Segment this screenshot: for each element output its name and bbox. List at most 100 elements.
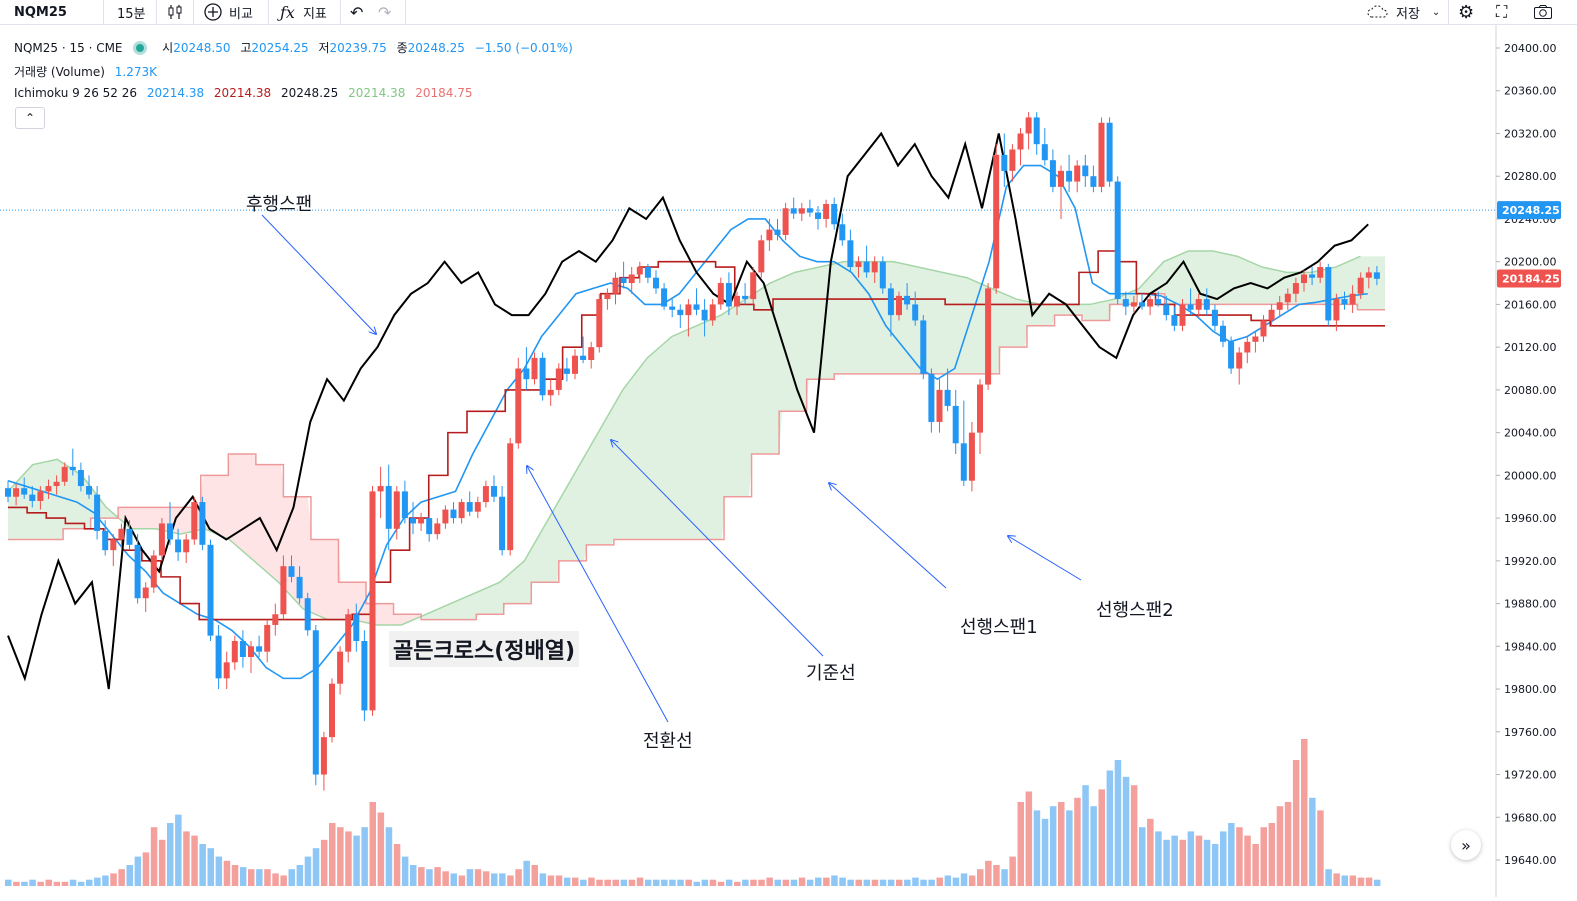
annotation-leading-span2: 선행스팬2: [1096, 600, 1174, 621]
price-tick-label: 20120.00: [1504, 341, 1557, 354]
candle-body: [742, 295, 749, 300]
redo-button[interactable]: ↷: [378, 0, 391, 24]
cloud-segment: [806, 269, 809, 412]
cloud-segment: [17, 478, 20, 540]
cloud-segment: [941, 272, 944, 374]
leading-span-tag-label: 20184.25: [1502, 273, 1560, 286]
cloud-segment: [53, 459, 56, 540]
legend-change: −1.50 (−0.01%): [474, 41, 573, 55]
save-button[interactable]: 저장 ⌄: [1366, 0, 1440, 24]
cloud-segment: [1178, 254, 1181, 305]
volume-bar: [871, 879, 879, 886]
interval-button[interactable]: 15분: [117, 0, 146, 24]
cloud-segment: [305, 496, 308, 612]
compare-button[interactable]: 비교: [203, 0, 253, 24]
cloud-segment: [683, 330, 686, 540]
volume-bar: [474, 869, 482, 886]
volume-bar: [604, 879, 611, 886]
volume-value: 1.273K: [114, 65, 157, 79]
cloud-segment: [209, 475, 212, 532]
cloud-segment: [614, 399, 617, 540]
legend-collapse-button[interactable]: ⌃: [15, 107, 45, 129]
indicators-button[interactable]: ƒx 지표: [280, 0, 327, 24]
cloud-segment: [953, 274, 956, 374]
cloud-segment: [1244, 259, 1247, 305]
cloud-segment: [1211, 251, 1214, 305]
candle-body: [653, 277, 659, 289]
cloud-segment: [455, 600, 458, 620]
cloud-segment: [1169, 258, 1172, 305]
cloud-segment: [1235, 255, 1238, 305]
chart-pane[interactable]: 20400.00 20360.00 20320.00 20280.00 20240.00…: [0, 25, 1577, 897]
candle-body: [1341, 299, 1348, 305]
candle-body: [393, 491, 400, 529]
cloud-segment: [830, 264, 833, 380]
symbol-search-button[interactable]: NQM25: [14, 0, 67, 24]
cloud-segment: [1094, 302, 1097, 321]
volume-bar: [13, 881, 20, 886]
cloud-segment: [1337, 265, 1340, 305]
candle-body: [207, 544, 214, 636]
cloud-segment: [110, 510, 113, 519]
candle-body: [466, 502, 473, 512]
scroll-to-realtime-button[interactable]: »: [1451, 830, 1481, 860]
cloud-segment: [800, 270, 803, 412]
snapshot-button[interactable]: [1533, 0, 1553, 24]
candle-body: [69, 466, 76, 471]
ichimoku-lagging-value: 20248.25: [281, 86, 339, 100]
price-chart[interactable]: 20400.0020360.0020320.0020280.0020240.00…: [0, 25, 1577, 897]
cloud-segment: [1322, 269, 1325, 305]
volume-bar: [337, 827, 344, 886]
cloud-segment: [545, 519, 548, 583]
candle-body: [13, 488, 20, 497]
candle-body: [1041, 144, 1048, 161]
volume-bar: [1171, 835, 1178, 886]
undo-button[interactable]: ↶: [350, 0, 363, 24]
candle-body: [1252, 336, 1259, 342]
cloud-segment: [698, 323, 701, 540]
cloud-segment: [731, 306, 734, 497]
annotation-golden-cross: 골든크로스(정배열): [389, 631, 580, 667]
cloud-segment: [1151, 272, 1154, 294]
candle-body: [823, 203, 830, 219]
candle-body: [539, 357, 546, 396]
candle-body: [580, 355, 587, 360]
candle-body: [669, 306, 676, 310]
candle-body: [1284, 293, 1291, 303]
cloud-segment: [767, 283, 770, 454]
cloud-segment: [1259, 265, 1262, 305]
volume-bar: [304, 856, 312, 886]
volume-bar: [887, 879, 895, 886]
top-toolbar: NQM25 15분 비교 ƒx 지표 ↶ ↷ 저장 ⌄ ⚙ ⛶: [0, 0, 1577, 25]
cloud-segment: [188, 507, 191, 533]
cloud-segment: [659, 345, 662, 540]
chart-type-button[interactable]: [166, 0, 184, 24]
cloud-segment: [734, 304, 737, 497]
cloud-segment: [884, 261, 887, 374]
volume-bar: [231, 865, 239, 886]
candle-body: [1228, 341, 1235, 369]
cloud-segment: [740, 300, 743, 497]
cloud-segment: [746, 296, 749, 497]
cloud-segment: [758, 289, 761, 454]
candle-body: [636, 267, 643, 275]
cloud-segment: [353, 582, 356, 621]
settings-button[interactable]: ⚙: [1458, 0, 1474, 24]
fullscreen-button[interactable]: ⛶: [1496, 0, 1507, 24]
candle-body: [612, 277, 619, 294]
legend-open-label: 시: [162, 41, 174, 55]
candle-body: [288, 566, 295, 577]
cloud-segment: [215, 475, 218, 535]
cloud-segment: [1175, 255, 1178, 305]
volume-bar: [1155, 831, 1162, 886]
cloud-segment: [773, 280, 776, 454]
candle-body: [158, 523, 165, 556]
volume-bar: [401, 856, 409, 886]
candle-body: [385, 486, 392, 529]
volume-bar: [1114, 760, 1122, 886]
cloud-segment: [518, 563, 521, 604]
ichimoku-base-value: 20214.38: [213, 86, 272, 100]
volume-bar: [118, 869, 125, 886]
cloud-segment: [1298, 272, 1301, 305]
cloud-segment: [866, 261, 869, 374]
